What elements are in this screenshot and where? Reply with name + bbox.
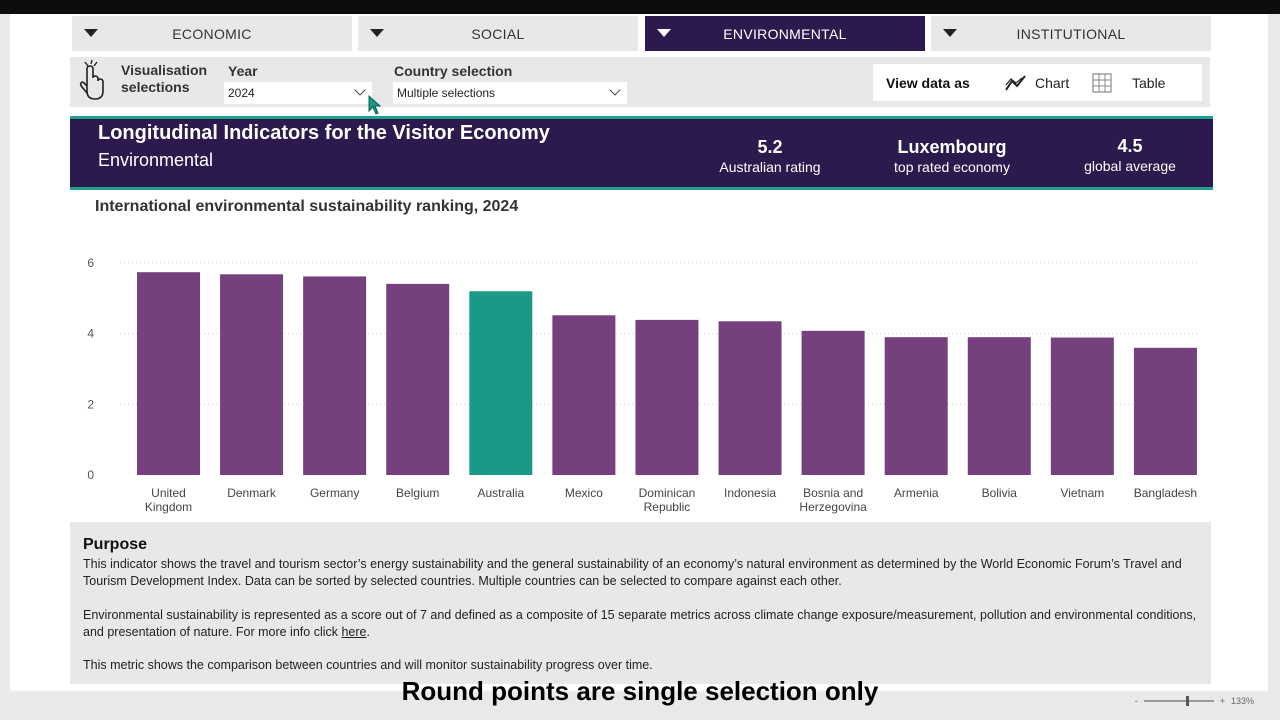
zoom-out-icon[interactable]: - [1134,696,1138,706]
stat-australian-rating: 5.2 Australian rating [710,137,830,175]
bar-belgium [386,283,450,475]
tab-economic[interactable]: ECONOMIC [72,16,352,51]
x-tick-label: Australia [477,486,524,500]
bar-bangladesh [1133,347,1197,475]
year-label: Year [228,63,258,79]
table-view-label: Table [1132,75,1166,91]
y-tick-label: 0 [87,468,94,482]
status-bar [0,692,1280,720]
stat-value: 4.5 [1117,136,1143,156]
stat-label: Australian rating [719,159,821,175]
purpose-paragraph-3: This metric shows the comparison between… [83,658,653,672]
country-selection-label: Country selection [394,63,513,79]
tab-label: INSTITUTIONAL [1016,25,1126,42]
x-tick-label: Indonesia [724,486,776,500]
y-tick-label: 4 [87,327,94,341]
x-tick-label: Kingdom [145,500,192,514]
tab-label: ENVIRONMENTAL [723,25,847,42]
header-banner [70,116,1213,190]
bar-vietnam [1050,337,1114,475]
stat-top-rated: Luxembourg top rated economy [882,137,1022,175]
tab-social[interactable]: SOCIAL [358,16,638,51]
x-tick-label: Mexico [565,486,603,500]
tab-label: SOCIAL [471,25,525,42]
tab-environmental[interactable]: ENVIRONMENTAL [645,16,925,51]
x-tick-label: Vietnam [1060,486,1104,500]
x-tick-label: Herzegovina [799,500,867,514]
x-tick-label: Denmark [227,486,277,500]
stat-label: top rated economy [894,159,1010,175]
stat-global-average: 4.5 global average [1075,136,1185,174]
caret-down-icon [657,29,671,37]
caret-down-icon [84,29,98,37]
purpose-panel [70,522,1211,684]
purpose-paragraph-1: This indicator shows the travel and tour… [83,557,1182,588]
year-dropdown[interactable]: 2024 [224,82,372,104]
bar-australia [469,291,533,475]
chevron-down-icon [609,84,621,96]
x-tick-label: Armenia [894,486,939,500]
country-dropdown[interactable]: Multiple selections [393,82,627,104]
purpose-paragraph-2: Environmental sustainability is represen… [83,607,1198,641]
y-tick-label: 6 [87,256,94,270]
purpose-paragraph-2-end: . [366,625,370,639]
y-tick-label: 2 [87,397,94,411]
x-tick-label: Dominican [639,486,696,500]
view-data-panel [873,64,1202,101]
bar-mexico [552,315,616,475]
stat-value: 5.2 [757,137,783,157]
bar-dominican-republic [635,319,699,475]
chart-view-button[interactable]: Chart [1005,70,1069,96]
bar-bolivia [967,337,1031,475]
more-info-link[interactable]: here [341,625,367,639]
page-title: Longitudinal Indicators for the Visitor … [98,122,550,144]
stat-value: Luxembourg [897,137,1007,157]
chevron-down-icon [354,84,366,96]
x-tick-label: Belgium [396,486,439,500]
purpose-paragraph-2-text: Environmental sustainability is represen… [83,608,1197,639]
tab-institutional[interactable]: INSTITUTIONAL [931,16,1211,51]
x-tick-label: United [151,486,186,500]
table-icon [1092,73,1112,93]
chart-title: International environmental sustainabili… [95,198,519,215]
zoom-slider[interactable] [1143,696,1214,706]
bar-germany [303,276,367,475]
x-tick-label: Bangladesh [1134,486,1197,500]
zoom-control[interactable]: - + 133% [1135,696,1254,706]
table-view-button[interactable]: Table [1092,70,1165,96]
bar-bosnia-and-herzegovina [801,330,865,475]
x-tick-label: Bosnia and [803,486,863,500]
chart-view-label: Chart [1035,75,1070,91]
x-tick-label: Bolivia [982,486,1018,500]
zoom-slider-thumb[interactable] [1185,696,1189,706]
left-margin [0,14,10,720]
zoom-in-icon[interactable]: + [1219,696,1225,706]
right-margin [1268,14,1280,720]
zoom-level: 133% [1230,696,1254,706]
bar-armenia [884,337,948,475]
bar-indonesia [718,321,782,475]
bar-united-kingdom [137,272,200,475]
top-black-bar [0,0,1280,14]
view-data-label: View data as [886,75,970,91]
line-chart-icon [1005,75,1026,91]
hand-pointer-icon [79,59,104,100]
tab-label: ECONOMIC [172,25,252,42]
bar-denmark [220,274,284,475]
page-subtitle: Environmental [98,150,214,170]
stat-label: global average [1084,158,1176,174]
caret-down-icon [943,29,957,37]
mouse-cursor-icon [368,95,382,115]
country-value: Multiple selections [397,86,496,100]
year-value: 2024 [228,86,255,100]
x-tick-label: Republic [644,500,691,514]
purpose-title: Purpose [83,536,148,553]
x-tick-label: Germany [310,486,359,500]
video-caption: Round points are single selection only [401,676,879,706]
visualisation-selections-label: Visualisation selections [121,62,208,95]
caret-down-icon [370,29,384,37]
